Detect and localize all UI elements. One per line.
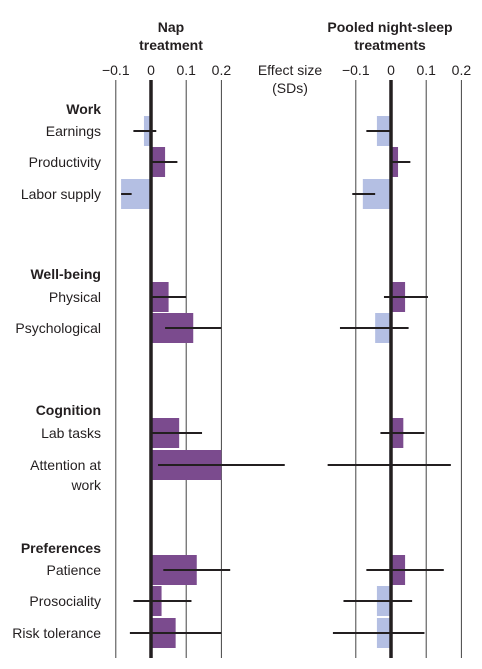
tick-label: 0 [387, 62, 395, 78]
tick-label: 0.1 [416, 62, 436, 78]
row-label: Physical [49, 289, 101, 305]
panel-title: Pooled night-sleep [327, 19, 452, 35]
row-label: Productivity [29, 154, 101, 170]
tick-label: −0.1 [102, 62, 130, 78]
panel-title: treatments [354, 37, 426, 53]
axis-layer [149, 80, 393, 658]
category-label: Well-being [30, 266, 101, 282]
effect-size-label: Effect size [258, 62, 323, 78]
row-label: Patience [47, 562, 102, 578]
row-label: Risk tolerance [12, 625, 101, 641]
tick-label: 0.1 [176, 62, 196, 78]
tick-label: 0.2 [452, 62, 472, 78]
row-label: Attention at [30, 457, 101, 473]
row-label: Prosociality [29, 593, 101, 609]
row-label: Lab tasks [41, 425, 101, 441]
row-label: Labor supply [21, 186, 101, 202]
category-label: Preferences [21, 540, 101, 556]
row-label: work [70, 477, 102, 493]
bar-layer [121, 116, 406, 648]
panel-title: treatment [139, 37, 203, 53]
row-label: Psychological [15, 320, 101, 336]
tick-label: 0 [147, 62, 155, 78]
errorbar-layer [121, 130, 451, 634]
category-label: Cognition [36, 402, 101, 418]
category-label: Work [66, 101, 101, 117]
row-label: Earnings [46, 123, 101, 139]
tick-label: −0.1 [342, 62, 370, 78]
effect-size-label: (SDs) [272, 80, 308, 96]
grid-layer [115, 80, 462, 658]
tick-label: 0.2 [212, 62, 232, 78]
panel-title: Nap [158, 19, 184, 35]
text-layer: Work Earnings Productivity Labor supply Well… [12, 19, 471, 641]
